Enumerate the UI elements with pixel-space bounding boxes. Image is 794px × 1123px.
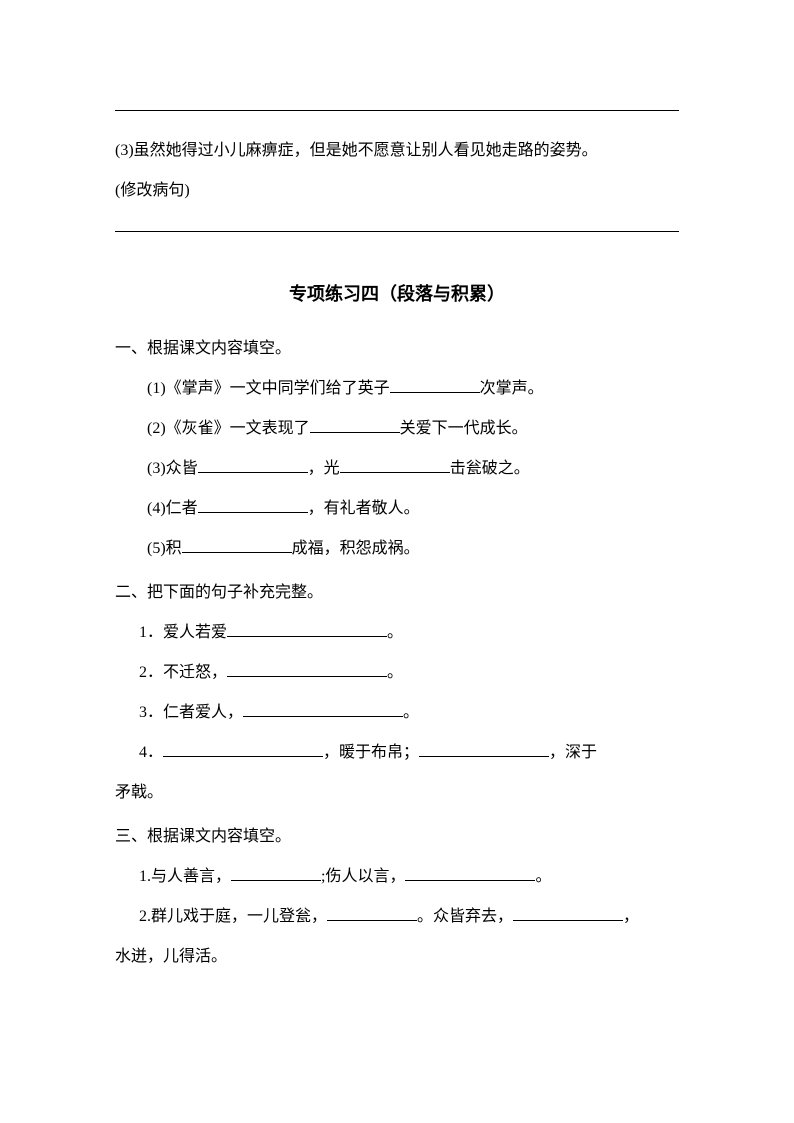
s1-q3: (3)众皆 ，光 击瓮破之。 xyxy=(115,449,679,489)
blank-input[interactable] xyxy=(327,905,417,921)
s3-q1-a: 1.与人善言， xyxy=(139,868,231,885)
blank-input[interactable] xyxy=(198,497,308,513)
s3-q2-b: 。众皆弃去， xyxy=(417,908,513,925)
s2-q4: 4． ，暖于布帛； ，深于 xyxy=(115,733,679,773)
s3-q1-b: ;伤人以言， xyxy=(321,868,405,885)
blank-input[interactable] xyxy=(340,457,450,473)
blank-input[interactable] xyxy=(419,741,549,757)
blank-input[interactable] xyxy=(198,457,308,473)
s1-q3-c: 击瓮破之。 xyxy=(450,460,530,477)
page-title: 专项练习四（段落与积累） xyxy=(115,272,679,317)
s1-q4-b: ，有礼者敬人。 xyxy=(308,500,420,517)
question-3-note: (修改病句) xyxy=(115,171,679,211)
s2-q2-b: 。 xyxy=(387,664,403,681)
section-2-heading: 二、把下面的句子补充完整。 xyxy=(115,573,679,613)
blank-input[interactable] xyxy=(513,905,623,921)
s2-q2-a: 2．不迁怒， xyxy=(139,664,227,681)
s1-q5: (5)积 成福，积怨成祸。 xyxy=(115,529,679,569)
blank-input[interactable] xyxy=(163,741,323,757)
s3-q2-a: 2.群儿戏于庭，一儿登瓮， xyxy=(139,908,327,925)
s2-q4-c: ，深于 xyxy=(549,744,597,761)
s1-q4: (4)仁者 ，有礼者敬人。 xyxy=(115,489,679,529)
blank-input[interactable] xyxy=(227,621,387,637)
s3-q2-c: ， xyxy=(623,908,639,925)
s2-q1: 1．爱人若爱 。 xyxy=(115,613,679,653)
blank-input[interactable] xyxy=(231,865,321,881)
s2-q4-b: ，暖于布帛； xyxy=(323,744,419,761)
s2-q4-a: 4． xyxy=(139,744,163,761)
s1-q2: (2)《灰雀》一文表现了 关爱下一代成长。 xyxy=(115,409,679,449)
section-1-heading: 一、根据课文内容填空。 xyxy=(115,329,679,369)
s2-q1-a: 1．爱人若爱 xyxy=(139,624,227,641)
s3-q2: 2.群儿戏于庭，一儿登瓮， 。众皆弃去， ， xyxy=(115,897,679,937)
s2-q3-b: 。 xyxy=(403,704,419,721)
s1-q4-a: (4)仁者 xyxy=(147,500,198,517)
blank-input[interactable] xyxy=(243,701,403,717)
s1-q1: (1)《掌声》一文中同学们给了英子 次掌声。 xyxy=(115,369,679,409)
blank-input[interactable] xyxy=(390,377,480,393)
s3-q1-c: 。 xyxy=(535,868,551,885)
blank-input[interactable] xyxy=(405,865,535,881)
s1-q2-a: (2)《灰雀》一文表现了 xyxy=(147,420,310,437)
s3-q1: 1.与人善言， ;伤人以言， 。 xyxy=(115,857,679,897)
blank-line-rule-2 xyxy=(115,231,679,232)
s2-q2: 2．不迁怒， 。 xyxy=(115,653,679,693)
s1-q3-b: ，光 xyxy=(308,460,340,477)
s2-q3: 3．仁者爱人， 。 xyxy=(115,693,679,733)
question-3-text: (3)虽然她得过小儿麻痹症，但是她不愿意让别人看见她走路的姿势。 xyxy=(115,131,679,171)
s1-q2-b: 关爱下一代成长。 xyxy=(400,420,528,437)
s3-q2-line2: 水迸，儿得活。 xyxy=(115,937,679,977)
blank-input[interactable] xyxy=(310,417,400,433)
s2-q4-line2: 矛戟。 xyxy=(115,773,679,813)
s1-q3-a: (3)众皆 xyxy=(147,460,198,477)
blank-input[interactable] xyxy=(182,537,292,553)
s1-q1-b: 次掌声。 xyxy=(480,380,544,397)
s1-q5-b: 成福，积怨成祸。 xyxy=(292,540,420,557)
s2-q3-a: 3．仁者爱人， xyxy=(139,704,243,721)
s1-q1-a: (1)《掌声》一文中同学们给了英子 xyxy=(147,380,390,397)
blank-line-rule xyxy=(115,110,679,111)
s2-q1-b: 。 xyxy=(387,624,403,641)
blank-input[interactable] xyxy=(227,661,387,677)
s1-q5-a: (5)积 xyxy=(147,540,182,557)
section-3-heading: 三、根据课文内容填空。 xyxy=(115,817,679,857)
